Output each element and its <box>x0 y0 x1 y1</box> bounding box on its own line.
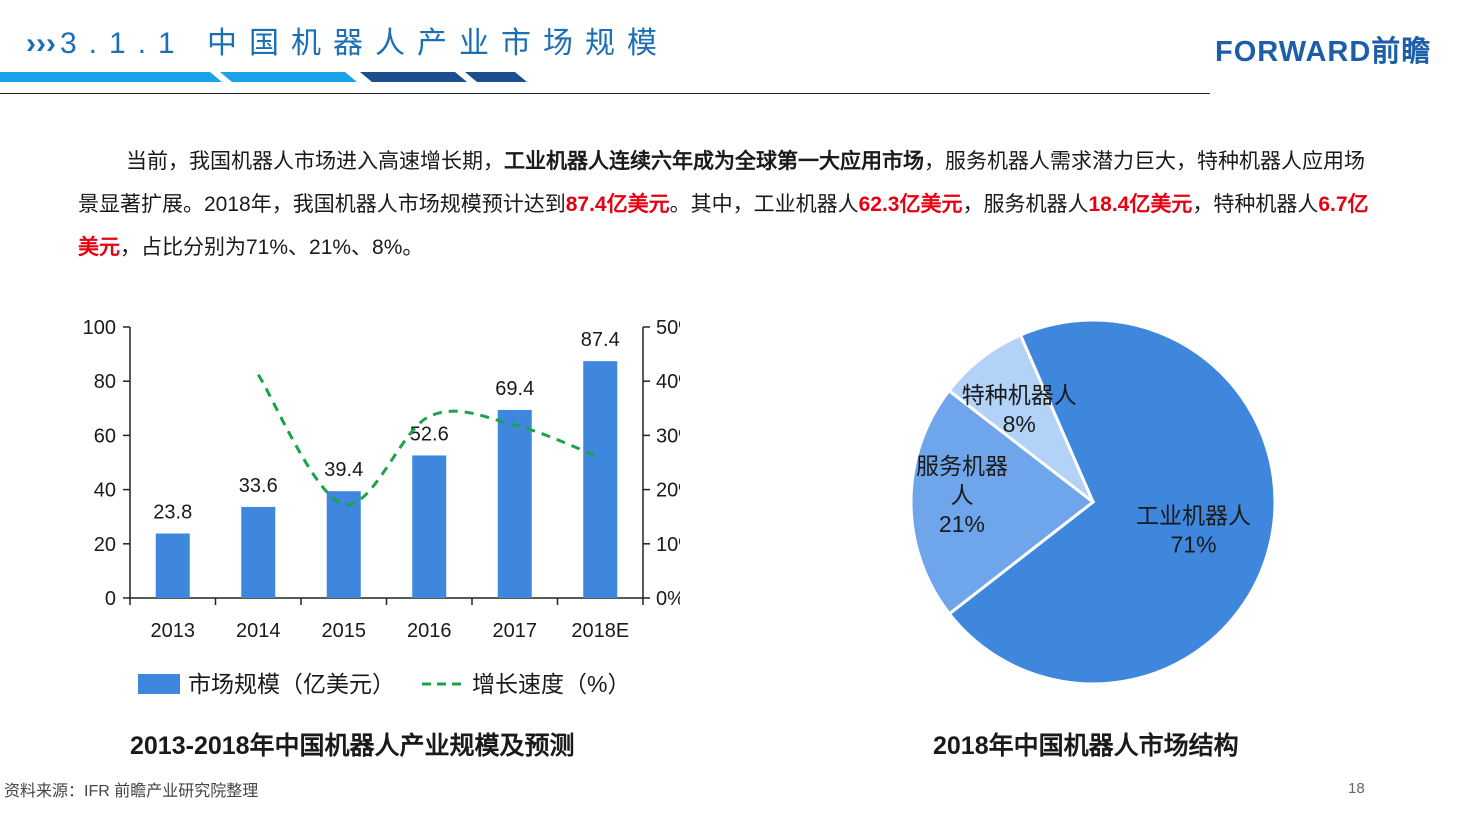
y-tick-label: 60 <box>94 425 116 447</box>
y-tick-label: 0 <box>105 588 116 610</box>
paragraph-text: ，占比分别为71%、21%、8%。 <box>120 236 424 259</box>
pie-slice <box>909 388 1096 616</box>
bar <box>583 361 618 598</box>
y2-tick-label: 0% <box>656 588 680 610</box>
x-tick-label: 2013 <box>151 620 196 642</box>
bar-data-label: 39.4 <box>324 459 363 481</box>
paragraph-text: 。其中，工业机器人 <box>669 193 859 216</box>
paragraph-text: ，服务机器人需求潜力巨大，特种机器人应用场景显著扩展。2018年，我国机器人市场… <box>78 150 1365 216</box>
paragraph-highlight: 62.3亿美元 <box>858 193 963 216</box>
pie-slice-label: 服务机器 <box>916 453 1008 479</box>
bar-chart-legend: 市场规模（亿美元） 增长速度（%） <box>138 671 630 697</box>
x-tick-label: 2014 <box>236 620 281 642</box>
pie-slice-label: 工业机器人 <box>1136 503 1251 529</box>
legend-label: 市场规模（亿美元） <box>188 671 395 697</box>
header-stripe <box>360 72 467 82</box>
paragraph-highlight: 87.4亿美元 <box>565 193 670 216</box>
source-note: 资料来源：IFR 前瞻产业研究院整理 <box>4 783 259 800</box>
legend-label: 增长速度（%） <box>472 671 630 697</box>
pie-slice-label: 人 <box>950 482 973 508</box>
intro-paragraph: 当前，我国机器人市场进入高速增长期，工业机器人连续六年成为全球第一大应用市场，服… <box>78 140 1378 269</box>
pie-slice-percent: 21% <box>939 511 985 537</box>
section-title: ››› 3.1.1 中国机器人产业市场规模 <box>26 18 669 62</box>
bar-data-label: 23.8 <box>153 502 192 524</box>
x-tick-label: 2016 <box>407 620 452 642</box>
legend-swatch-bar <box>138 674 180 694</box>
bar-data-label: 87.4 <box>581 329 620 351</box>
growth-rate-line <box>256 373 601 506</box>
bar <box>241 506 276 598</box>
bar <box>326 491 361 598</box>
y2-tick-label: 50% <box>656 317 680 339</box>
bar <box>412 455 447 598</box>
y-tick-label: 80 <box>94 371 116 393</box>
bar-data-label: 52.6 <box>410 423 449 445</box>
y2-tick-label: 10% <box>656 534 680 556</box>
y2-tick-label: 30% <box>656 425 680 447</box>
bar-chart-title: 2013-2018年中国机器人产业规模及预测 <box>130 732 575 760</box>
header-stripes <box>0 72 527 82</box>
market-size-chart: 0 20 40 60 80 100 0% 10% 20% 30% 40% 50% 2013 2014 201… <box>83 317 680 697</box>
y-tick-label: 20 <box>94 534 116 556</box>
x-tick-label: 2017 <box>493 620 538 642</box>
pie-chart-marks: 工业机器人 71% 服务机器人 21% 特种机器人 8% <box>909 318 1277 686</box>
pie-slice <box>946 333 1095 504</box>
x-tick-label: 2015 <box>322 620 367 642</box>
page-number: 18 <box>1348 780 1365 797</box>
header-stripe <box>465 72 527 82</box>
pie-slice <box>947 318 1277 686</box>
section-title-text: 3.1.1 中国机器人产业市场规模 <box>59 27 670 60</box>
y-tick-label: 40 <box>94 480 116 502</box>
paragraph-emphasis: 工业机器人连续六年成为全球第一大应用市场 <box>504 150 924 173</box>
bar-data-label: 69.4 <box>495 378 534 400</box>
y2-tick-label: 20% <box>656 480 680 502</box>
bar-chart-marks: 23.8 33.6 39.4 52.6 69.4 87.4 <box>153 329 620 598</box>
paragraph-highlight: 18.4亿美元 <box>1088 193 1193 216</box>
pie-slice-percent: 8% <box>1003 411 1036 437</box>
paragraph-text: ，服务机器人 <box>962 193 1089 216</box>
bar <box>155 533 190 598</box>
y2-tick-label: 40% <box>656 371 680 393</box>
paragraph-text: 当前，我国机器人市场进入高速增长期， <box>126 150 504 173</box>
pie-slice-percent: 71% <box>1170 532 1216 558</box>
pie-chart-title: 2018年中国机器人市场结构 <box>933 732 1239 760</box>
bar-chart-axes: 0 20 40 60 80 100 0% 10% 20% 30% 40% 50% 2013 2014 201… <box>83 317 680 642</box>
header-stripe <box>220 72 357 82</box>
bar-data-label: 33.6 <box>239 475 278 497</box>
paragraph-highlight: 6.7亿美元 <box>78 193 1369 259</box>
pie-slice-label: 特种机器人 <box>962 382 1077 408</box>
x-tick-label: 2018E <box>571 620 629 642</box>
y-tick-label: 100 <box>83 317 116 339</box>
bar <box>497 409 532 598</box>
header-divider <box>0 93 1210 94</box>
market-structure-pie: 工业机器人 71% 服务机器人 21% 特种机器人 8% <box>909 318 1277 686</box>
chevron-right-icon: ››› <box>26 27 56 60</box>
brand-logo: FORWARD前瞻 <box>1215 36 1432 68</box>
header-stripe <box>0 72 222 82</box>
paragraph-text: ，特种机器人 <box>1192 193 1319 216</box>
